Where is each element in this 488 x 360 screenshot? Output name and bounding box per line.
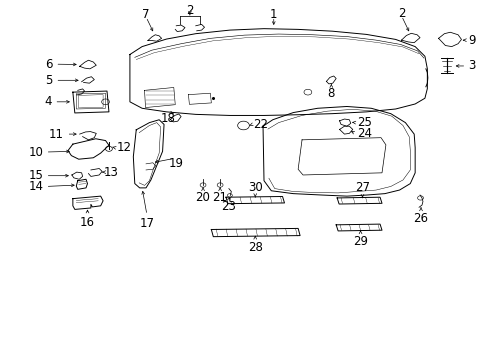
Text: 12: 12 <box>117 141 131 154</box>
Text: 21: 21 <box>212 192 227 204</box>
Text: 11: 11 <box>49 127 64 141</box>
Text: 6: 6 <box>45 58 53 71</box>
Text: 14: 14 <box>28 180 43 193</box>
Text: 25: 25 <box>356 116 371 129</box>
Text: 19: 19 <box>168 157 183 170</box>
Text: 2: 2 <box>397 7 405 20</box>
Text: 16: 16 <box>80 216 95 229</box>
Text: 28: 28 <box>247 241 262 254</box>
Text: 26: 26 <box>413 212 427 225</box>
Text: 9: 9 <box>467 33 474 47</box>
Text: 2: 2 <box>186 4 193 17</box>
Text: 17: 17 <box>139 217 154 230</box>
Text: 5: 5 <box>45 74 53 87</box>
Text: 4: 4 <box>44 95 52 108</box>
Text: 29: 29 <box>352 235 367 248</box>
Text: 18: 18 <box>161 112 176 125</box>
Text: 20: 20 <box>195 192 210 204</box>
Text: 23: 23 <box>221 200 236 213</box>
Text: 10: 10 <box>29 145 43 158</box>
Text: 24: 24 <box>356 127 371 140</box>
Text: 22: 22 <box>253 118 268 131</box>
Text: 30: 30 <box>247 181 262 194</box>
Text: 13: 13 <box>104 166 119 179</box>
Text: 1: 1 <box>269 8 277 21</box>
Text: 27: 27 <box>354 181 369 194</box>
Text: 3: 3 <box>467 59 474 72</box>
Text: 7: 7 <box>142 8 149 21</box>
Text: 15: 15 <box>29 169 43 182</box>
Text: 8: 8 <box>327 87 334 100</box>
